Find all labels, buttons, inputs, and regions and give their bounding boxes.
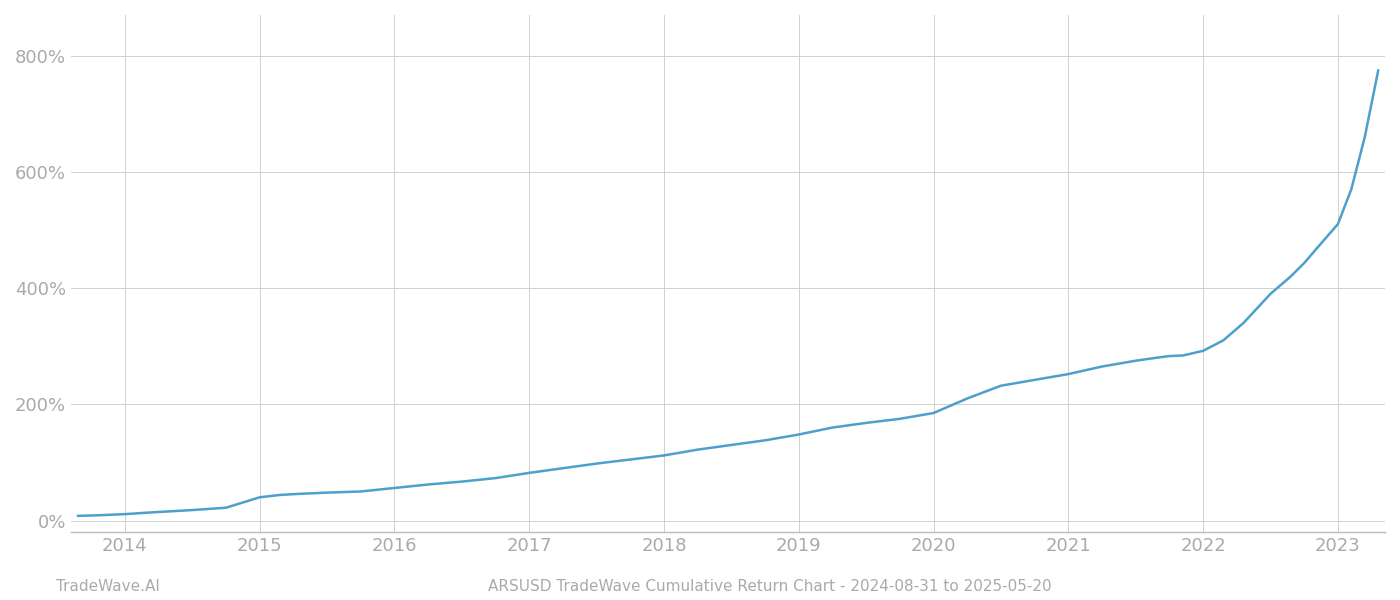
Text: TradeWave.AI: TradeWave.AI [56,579,160,594]
Text: ARSUSD TradeWave Cumulative Return Chart - 2024-08-31 to 2025-05-20: ARSUSD TradeWave Cumulative Return Chart… [489,579,1051,594]
